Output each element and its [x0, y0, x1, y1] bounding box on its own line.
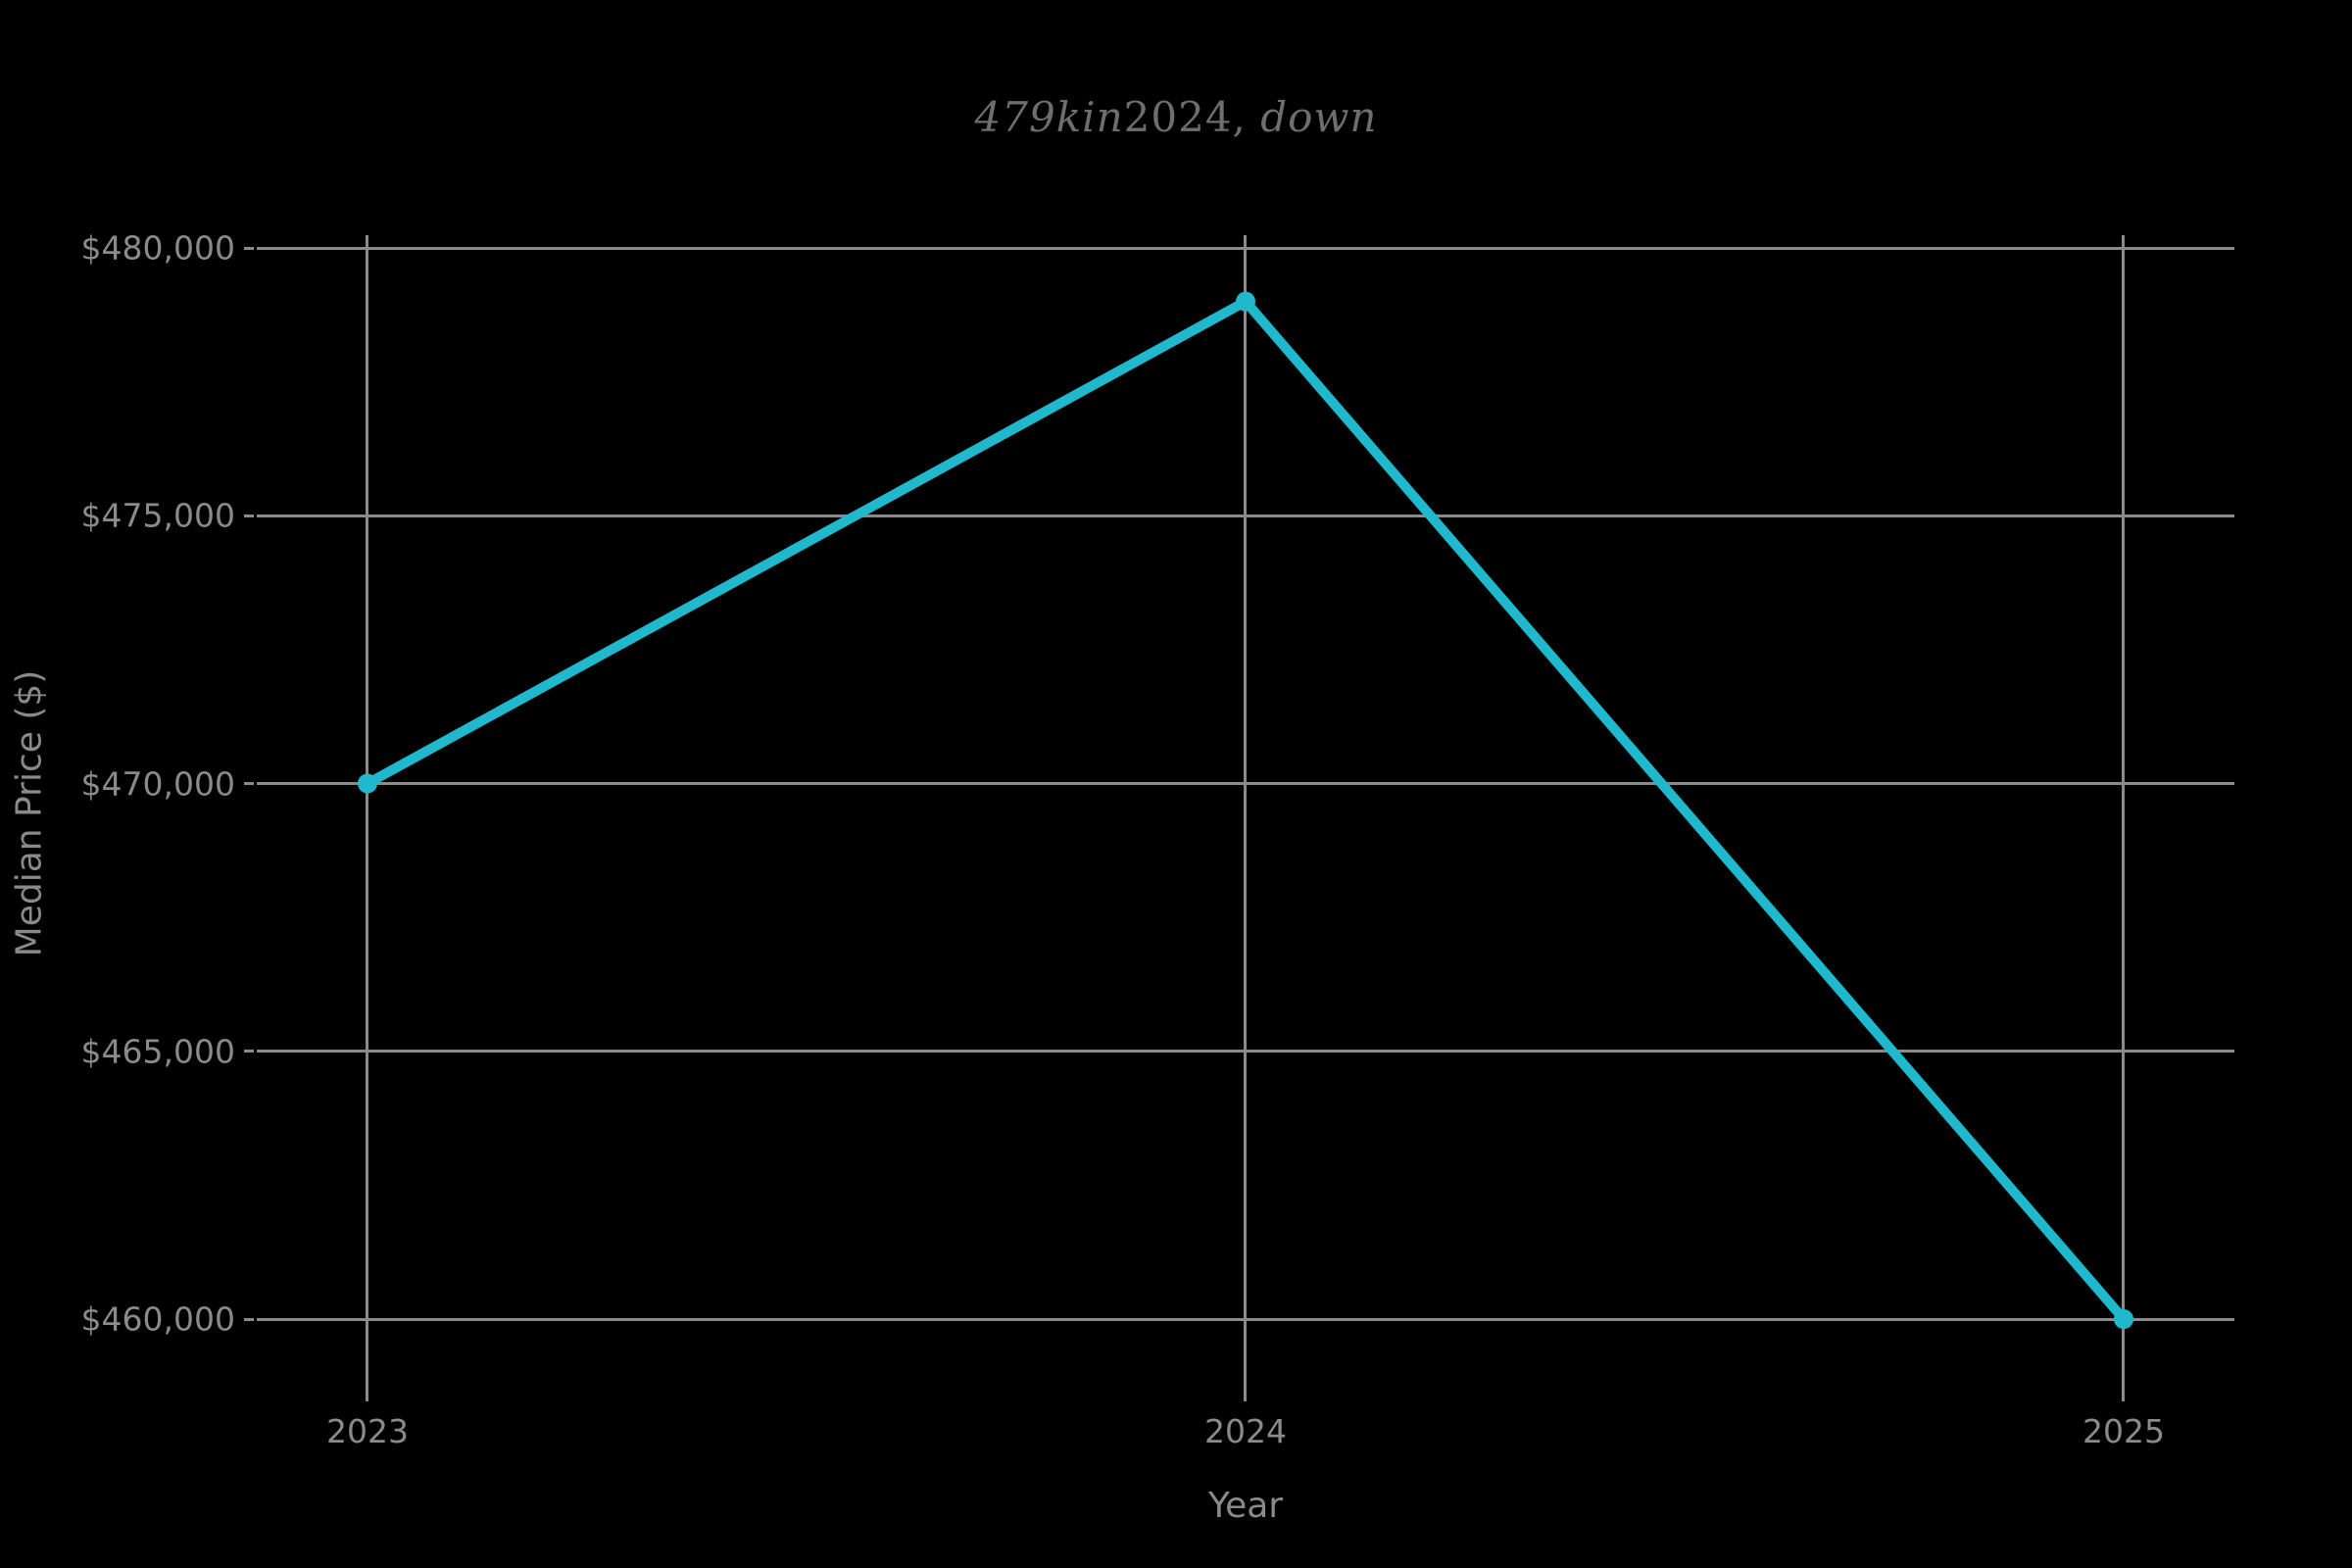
y-tick-mark: [244, 1050, 254, 1053]
x-tick-label: 2025: [2082, 1412, 2165, 1450]
y-tick-mark: [244, 782, 254, 785]
data-point-2023: [358, 773, 377, 794]
chart-title-segment: down: [1260, 93, 1378, 141]
gridline-vertical: [2122, 235, 2125, 1392]
x-tick-mark: [1244, 1392, 1247, 1401]
x-tick-mark: [366, 1392, 368, 1401]
y-tick-mark: [244, 1318, 254, 1321]
chart-title-segment: 2024,: [1123, 93, 1247, 141]
chart-title-segment: 479kin: [974, 93, 1124, 141]
y-tick-label: $465,000: [80, 1032, 235, 1071]
x-tick-mark: [2122, 1392, 2125, 1401]
data-point-2024: [1236, 291, 1255, 312]
y-tick-label: $460,000: [80, 1299, 235, 1339]
gridline-vertical: [1244, 235, 1247, 1392]
x-tick-label: 2023: [326, 1412, 409, 1450]
y-tick-label: $475,000: [80, 496, 235, 535]
y-tick-label: $480,000: [80, 228, 235, 268]
gridline-vertical: [366, 235, 368, 1392]
x-tick-label: 2024: [1204, 1412, 1287, 1450]
median-price-line: [363, 296, 2129, 1324]
data-point-2025: [2114, 1309, 2133, 1329]
y-tick-label: $470,000: [80, 764, 235, 804]
chart-title: 479kin2024, down: [0, 93, 2352, 141]
x-axis-label: Year: [1207, 1486, 1284, 1526]
y-tick-mark: [244, 247, 254, 250]
y-tick-mark: [244, 514, 254, 517]
